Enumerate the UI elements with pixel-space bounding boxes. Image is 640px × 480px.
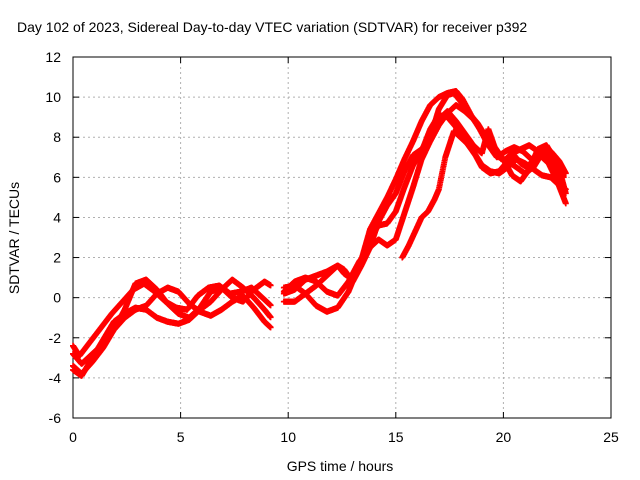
y-tick-label: 8 [53,129,61,145]
y-tick-label: 10 [45,89,61,105]
y-tick-label: 12 [45,49,61,65]
series-day-1 [70,90,567,359]
y-tick-label: -4 [49,370,62,386]
data-series [70,88,569,379]
y-tick-label: -6 [49,410,62,426]
y-tick-label: 6 [53,169,61,185]
y-tick-label: 2 [53,250,61,266]
y-tick-label: -2 [49,330,62,346]
x-tick-label: 25 [603,429,619,445]
x-tick-label: 5 [177,429,185,445]
y-tick-label: 4 [53,209,61,225]
series-day-4 [70,88,569,367]
x-tick-label: 0 [69,429,77,445]
x-tick-label: 20 [496,429,512,445]
x-tick-label: 10 [280,429,296,445]
grid-lines [73,57,611,418]
axis-ticks: 0 5 10 15 20 25 -6 -4 -2 0 2 4 6 8 10 12 [45,49,619,445]
data-point [267,302,274,309]
plot-frame [72,56,612,419]
x-tick-label: 15 [388,429,404,445]
y-tick-label: 0 [53,290,61,306]
